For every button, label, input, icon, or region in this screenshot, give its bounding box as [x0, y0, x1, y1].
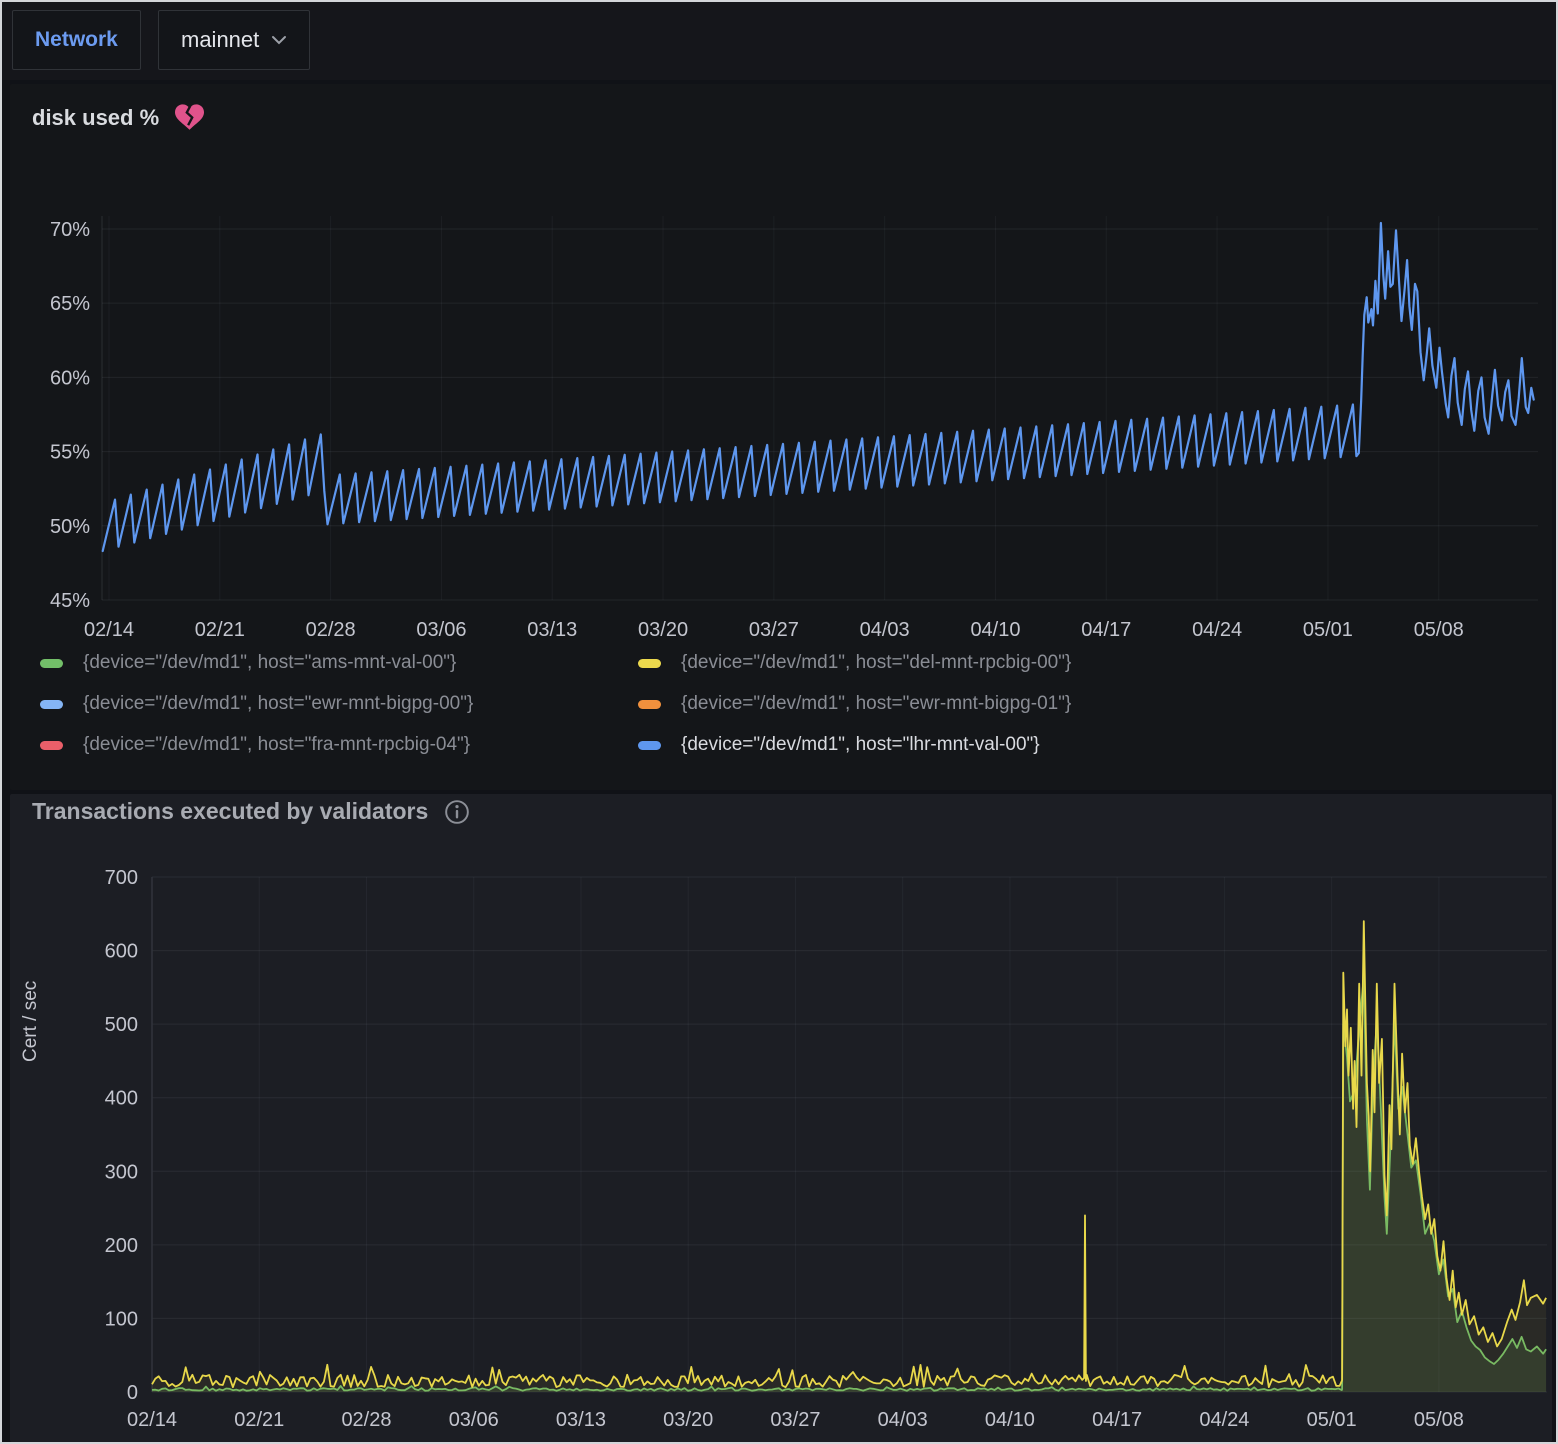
y-tick-label: 45% — [50, 590, 90, 612]
x-tick-label: 04/03 — [878, 1409, 928, 1431]
x-tick-label: 02/14 — [127, 1409, 177, 1431]
green-series-line — [151, 975, 1547, 1392]
legend-series-color — [638, 740, 661, 750]
x-tick-label: 03/06 — [416, 619, 466, 641]
x-tick-label: 02/28 — [306, 619, 356, 641]
disk-used-panel: disk used % 45% 50% 55% 60% 65% 70% 02/14 02/21… — [10, 84, 1552, 790]
y-tick-label: 500 — [105, 1014, 138, 1036]
tx-y-axis-label: Cert / sec — [20, 980, 41, 1062]
x-tick-label: 04/24 — [1192, 619, 1242, 641]
y-tick-label: 200 — [105, 1235, 138, 1257]
y-tick-label: 50% — [50, 516, 90, 538]
network-label-text: Network — [35, 28, 118, 51]
y-tick-label: 70% — [50, 219, 90, 241]
legend-series-label: {device="/dev/md1", host="fra-mnt-rpcbig… — [83, 734, 471, 755]
legend-series-label: {device="/dev/md1", host="ams-mnt-val-00… — [83, 652, 457, 673]
x-tick-label: 04/03 — [860, 619, 910, 641]
legend-series-label: {device="/dev/md1", host="lhr-mnt-val-00… — [681, 734, 1040, 755]
legend-item[interactable]: {device="/dev/md1", host="fra-mnt-rpcbig… — [40, 734, 638, 756]
legend-series-label: {device="/dev/md1", host="del-mnt-rpcbig… — [681, 652, 1072, 673]
legend-series-color — [40, 740, 63, 750]
x-tick-label: 04/17 — [1092, 1409, 1142, 1431]
x-tick-label: 03/13 — [527, 619, 577, 641]
x-tick-label: 03/13 — [556, 1409, 606, 1431]
legend-series-color — [40, 699, 63, 709]
x-tick-label: 02/28 — [341, 1409, 391, 1431]
transactions-chart: 0 100 200 300 400 500 600 700 02/14 02/21 02/28 03/… — [105, 867, 1547, 1431]
disk-used-line — [101, 221, 1535, 553]
disk-used-chart: 45% 50% 55% 60% 65% 70% 02/14 02/21 02/28 03/06 03… — [50, 216, 1538, 641]
legend-series-color — [638, 658, 661, 668]
x-tick-label: 05/01 — [1307, 1409, 1357, 1431]
chevron-down-icon — [272, 36, 287, 45]
network-value-text: mainnet — [181, 27, 260, 52]
legend-item[interactable]: {device="/dev/md1", host="ewr-mnt-bigpg-… — [638, 693, 1071, 715]
legend-series-color — [638, 699, 661, 709]
x-tick-label: 04/10 — [970, 619, 1020, 641]
dashboard-topbar: Network mainnet — [2, 2, 1556, 80]
network-variable-dropdown[interactable]: mainnet — [158, 10, 311, 70]
x-tick-label: 04/17 — [1081, 619, 1131, 641]
x-tick-label: 04/10 — [985, 1409, 1035, 1431]
disk-panel-title: disk used % — [32, 104, 160, 130]
x-tick-label: 05/08 — [1414, 619, 1464, 641]
y-tick-label: 100 — [105, 1308, 138, 1330]
legend-series-color — [40, 658, 63, 668]
y-tick-label: 300 — [105, 1161, 138, 1183]
legend-item[interactable]: {device="/dev/md1", host="ewr-mnt-bigpg-… — [40, 693, 638, 715]
yellow-series-line — [151, 920, 1547, 1389]
x-tick-label: 03/27 — [749, 619, 799, 641]
legend-series-label: {device="/dev/md1", host="ewr-mnt-bigpg-… — [681, 693, 1072, 714]
y-tick-label: 55% — [50, 442, 90, 464]
y-tick-label: 0 — [127, 1382, 138, 1404]
info-icon[interactable] — [444, 799, 470, 825]
x-tick-label: 04/24 — [1199, 1409, 1249, 1431]
transactions-panel: Transactions executed by validators 0 100… — [10, 794, 1552, 1442]
legend-item[interactable]: {device="/dev/md1", host="ams-mnt-val-00… — [40, 652, 638, 674]
x-tick-label: 03/06 — [449, 1409, 499, 1431]
legend-item[interactable]: {device="/dev/md1", host="lhr-mnt-val-00… — [638, 734, 1071, 756]
green-series-area — [152, 976, 1547, 1392]
x-tick-label: 03/20 — [638, 619, 688, 641]
x-tick-label: 02/21 — [234, 1409, 284, 1431]
disk-chart-legend: {device="/dev/md1", host="ams-mnt-val-00… — [40, 652, 1071, 756]
y-tick-label: 600 — [105, 941, 138, 963]
tx-panel-title: Transactions executed by validators — [32, 798, 429, 824]
legend-item[interactable]: {device="/dev/md1", host="del-mnt-rpcbig… — [638, 652, 1071, 674]
y-tick-label: 65% — [50, 293, 90, 315]
y-tick-label: 700 — [105, 867, 138, 889]
yellow-series-area — [152, 921, 1547, 1392]
network-variable-label: Network — [12, 10, 141, 70]
x-tick-label: 03/27 — [770, 1409, 820, 1431]
legend-series-label: {device="/dev/md1", host="ewr-mnt-bigpg-… — [83, 693, 474, 714]
x-tick-label: 02/21 — [195, 619, 245, 641]
x-tick-label: 02/14 — [84, 619, 134, 641]
x-tick-label: 05/08 — [1414, 1409, 1464, 1431]
broken-heart-icon[interactable] — [175, 104, 205, 131]
y-tick-label: 60% — [50, 367, 90, 389]
x-tick-label: 05/01 — [1303, 619, 1353, 641]
x-tick-label: 03/20 — [663, 1409, 713, 1431]
y-tick-label: 400 — [105, 1088, 138, 1110]
